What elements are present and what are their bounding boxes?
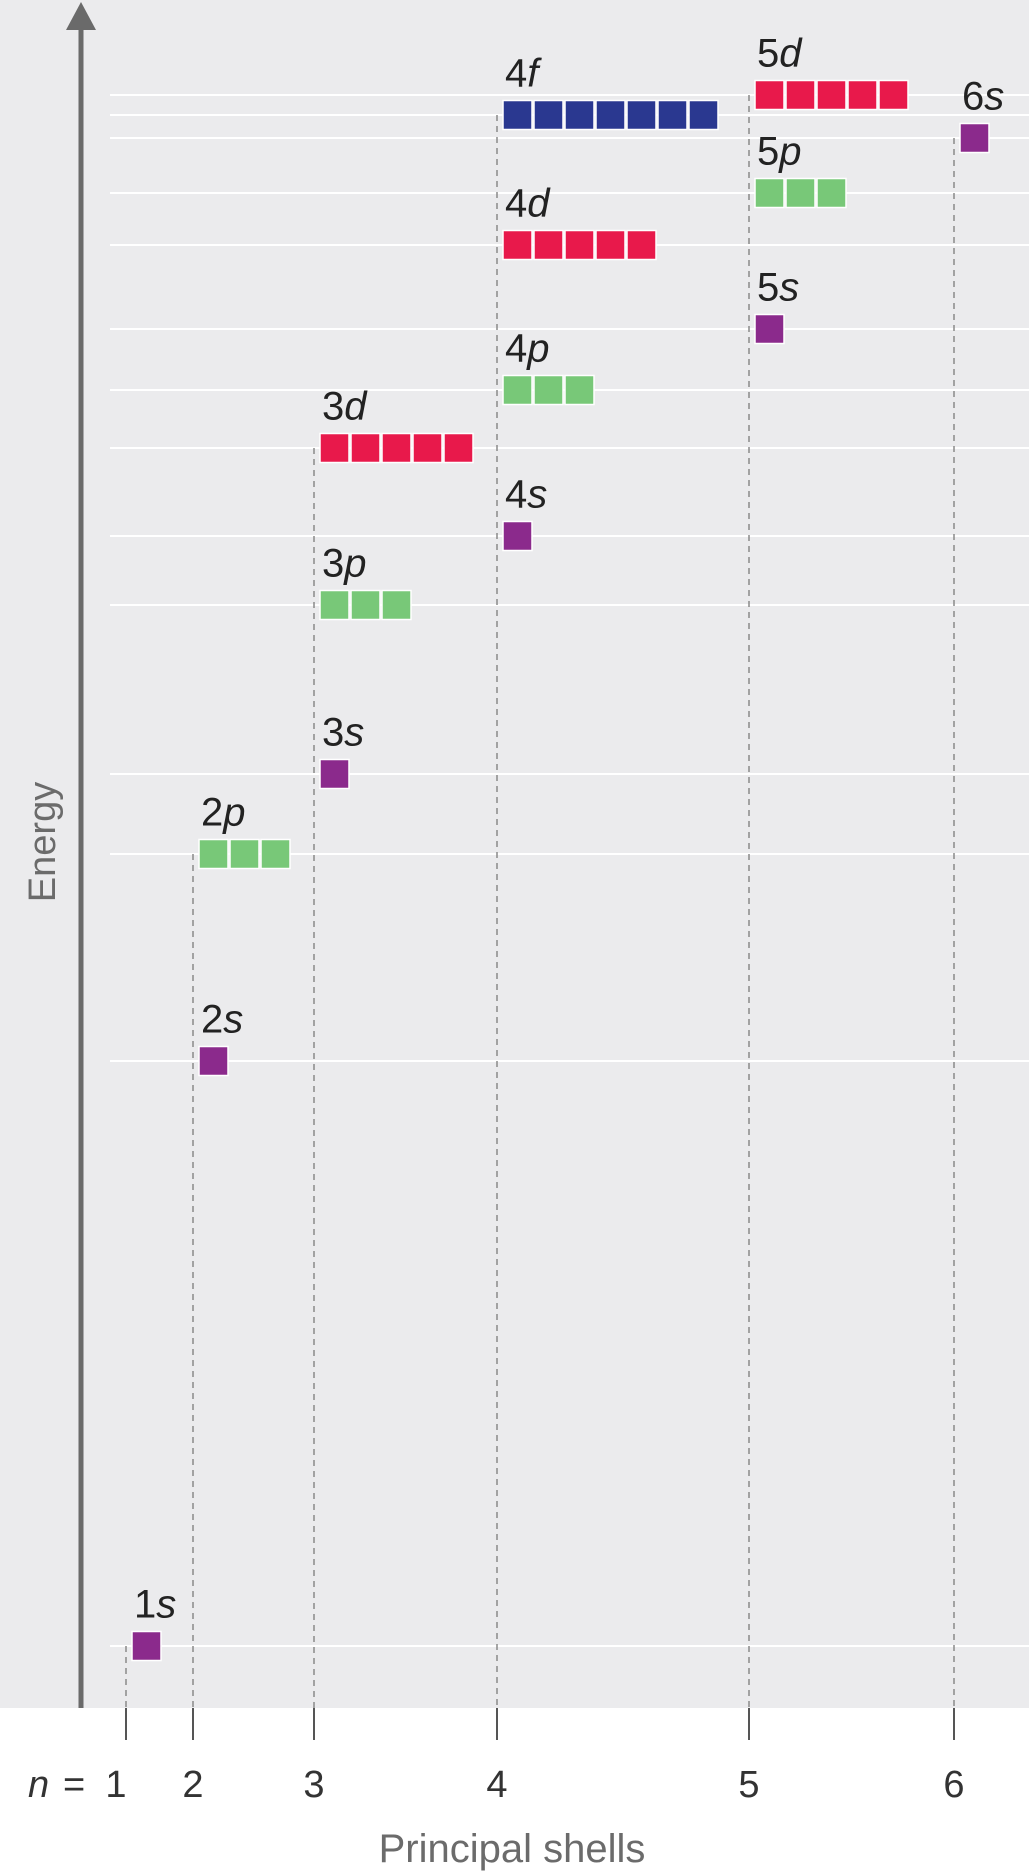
orbital-box-4f-2 — [533, 99, 564, 131]
subshell-4f-boxes — [502, 99, 719, 131]
subshell-label-3s: 3s — [322, 711, 364, 755]
n-equals-label: = — [63, 1764, 85, 1806]
tick-label-2: 2 — [182, 1764, 203, 1806]
subshell-label-2p: 2p — [201, 791, 246, 835]
orbital-box-5d-3 — [816, 79, 847, 111]
subshell-label-2s: 2s — [201, 998, 243, 1042]
subshell-5d-boxes — [754, 79, 909, 111]
orbital-box-2p-1 — [198, 838, 229, 870]
subshell-label-6s: 6s — [962, 75, 1004, 119]
orbital-box-3d-3 — [381, 432, 412, 464]
orbital-box-2p-2 — [229, 838, 260, 870]
orbital-box-1s-1 — [131, 1630, 162, 1662]
orbital-box-4d-2 — [533, 229, 564, 261]
orbital-box-5p-2 — [785, 177, 816, 209]
n-prefix-label: n — [28, 1764, 49, 1806]
subshell-label-5d: 5d — [757, 32, 803, 76]
subshell-1s-boxes — [131, 1630, 162, 1662]
orbital-box-5d-2 — [785, 79, 816, 111]
tick-label-4: 4 — [486, 1764, 507, 1806]
subshell-label-1s: 1s — [134, 1583, 176, 1627]
subshell-label-4d: 4d — [505, 182, 551, 226]
tick-label-1: 1 — [105, 1764, 126, 1806]
orbital-box-4s-1 — [502, 520, 533, 552]
subshell-label-4s: 4s — [505, 473, 547, 517]
orbital-box-5d-4 — [847, 79, 878, 111]
subshell-label-3d: 3d — [322, 385, 368, 429]
orbital-box-5s-1 — [754, 313, 785, 345]
subshell-5s-boxes — [754, 313, 785, 345]
orbital-boxes — [131, 79, 990, 1662]
orbital-box-4p-1 — [502, 374, 533, 406]
subshell-2p-boxes — [198, 838, 291, 870]
subshell-4p-boxes — [502, 374, 595, 406]
energy-axis-label: Energy — [22, 782, 64, 902]
orbital-box-3p-1 — [319, 589, 350, 621]
orbital-box-3s-1 — [319, 758, 350, 790]
tick-label-5: 5 — [738, 1764, 759, 1806]
principal-shells-label: Principal shells — [379, 1827, 646, 1871]
subshell-4d-boxes — [502, 229, 657, 261]
orbital-box-5d-1 — [754, 79, 785, 111]
orbital-box-5p-1 — [754, 177, 785, 209]
orbital-box-5p-3 — [816, 177, 847, 209]
orbital-box-4f-6 — [657, 99, 688, 131]
shell-ticks: 1 2 3 4 5 6 — [105, 1708, 965, 1806]
orbital-box-4f-4 — [595, 99, 626, 131]
orbital-box-3d-2 — [350, 432, 381, 464]
orbital-box-5d-5 — [878, 79, 909, 111]
orbital-box-6s-1 — [959, 122, 990, 154]
subshell-label-5s: 5s — [757, 266, 799, 310]
orbital-box-4p-2 — [533, 374, 564, 406]
orbital-box-4d-4 — [595, 229, 626, 261]
orbital-box-3d-1 — [319, 432, 350, 464]
energy-guide-lines — [110, 94, 1029, 1647]
subshell-labels: 1s 2s 2p 3s 3p 3d 4s 4p 4d 4f 5s 5p 5d 6s — [134, 32, 1004, 1627]
orbital-box-3d-4 — [412, 432, 443, 464]
shell-dashed-lines — [125, 95, 955, 1708]
subshell-4s-boxes — [502, 520, 533, 552]
energy-axis-arrow — [66, 2, 96, 1708]
subshell-3d-boxes — [319, 432, 474, 464]
orbital-box-4d-1 — [502, 229, 533, 261]
orbital-box-2s-1 — [198, 1045, 229, 1077]
subshell-label-4f: 4f — [505, 52, 542, 96]
orbital-box-3p-3 — [381, 589, 412, 621]
orbital-box-4d-3 — [564, 229, 595, 261]
subshell-label-5p: 5p — [757, 130, 802, 174]
orbital-box-4f-1 — [502, 99, 533, 131]
subshell-label-3p: 3p — [322, 542, 367, 586]
orbital-box-4p-3 — [564, 374, 595, 406]
subshell-3p-boxes — [319, 589, 412, 621]
orbital-box-2p-3 — [260, 838, 291, 870]
orbital-box-3d-5 — [443, 432, 474, 464]
orbital-box-4f-7 — [688, 99, 719, 131]
orbital-box-4f-5 — [626, 99, 657, 131]
subshell-6s-boxes — [959, 122, 990, 154]
subshell-3s-boxes — [319, 758, 350, 790]
orbital-box-4d-5 — [626, 229, 657, 261]
tick-label-3: 3 — [303, 1764, 324, 1806]
subshell-5p-boxes — [754, 177, 847, 209]
orbital-box-3p-2 — [350, 589, 381, 621]
tick-label-6: 6 — [943, 1764, 964, 1806]
subshell-label-4p: 4p — [505, 327, 550, 371]
orbital-box-4f-3 — [564, 99, 595, 131]
subshell-2s-boxes — [198, 1045, 229, 1077]
